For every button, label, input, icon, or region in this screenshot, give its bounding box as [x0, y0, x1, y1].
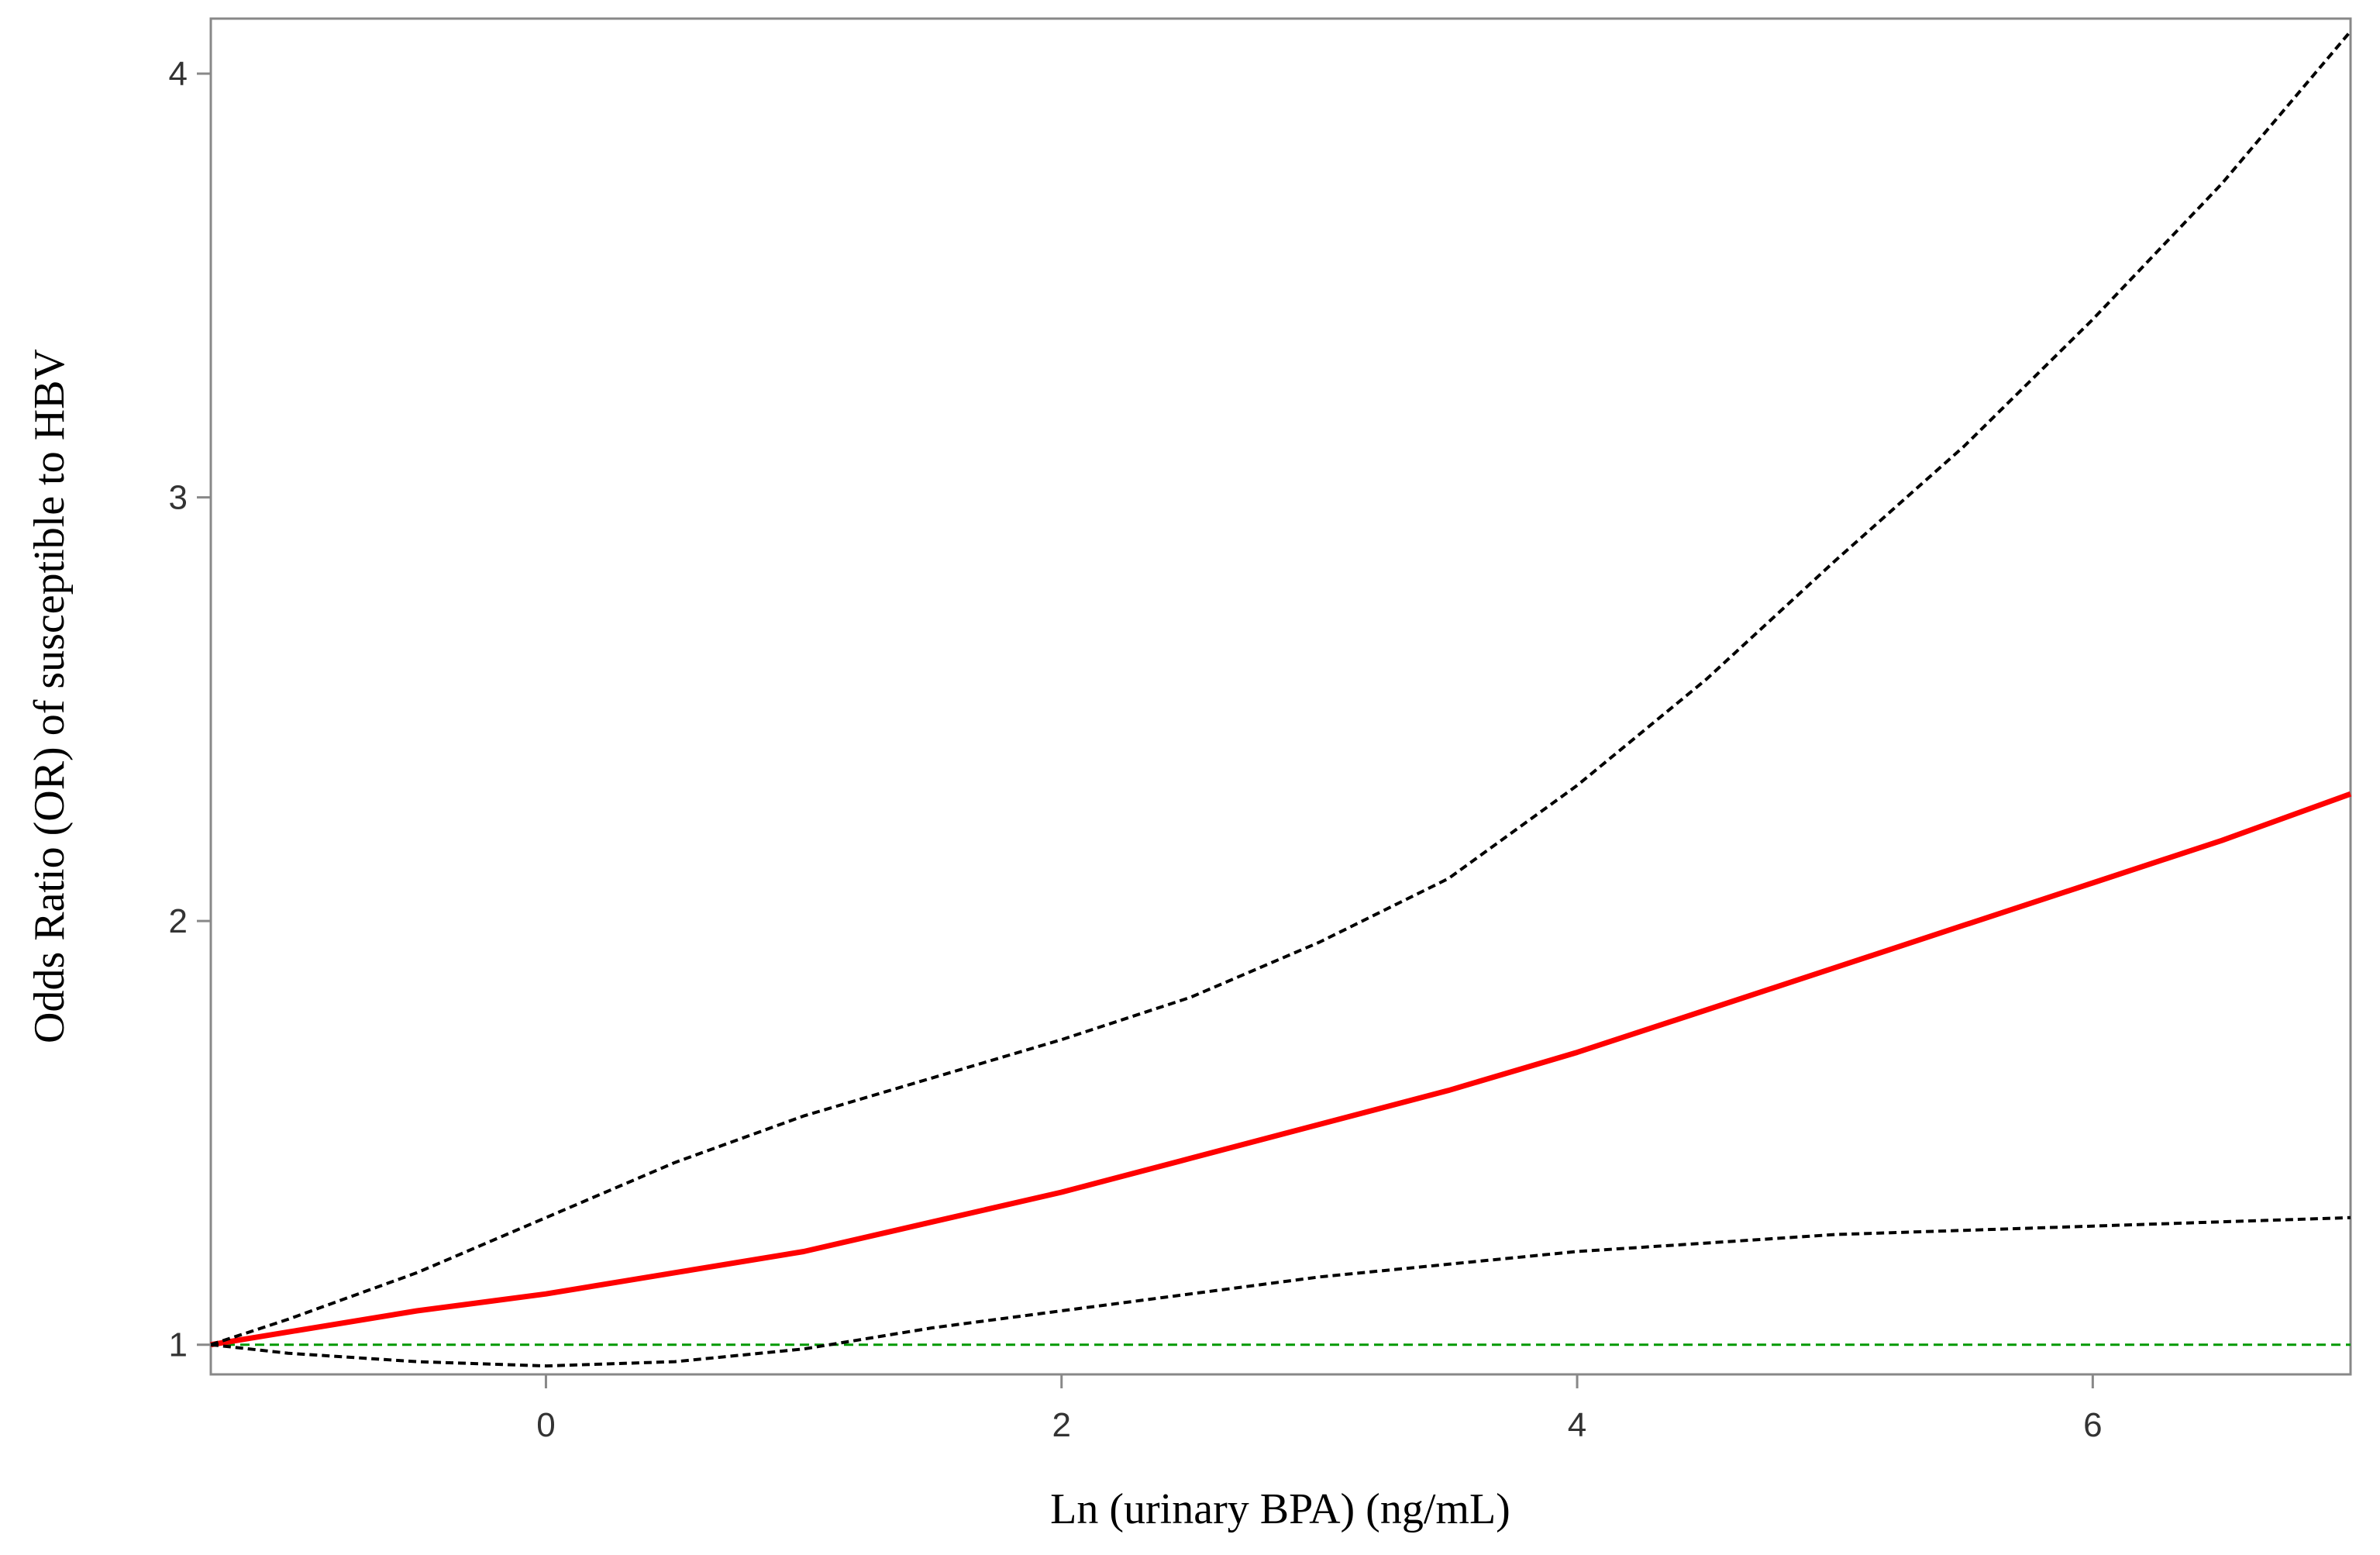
y-axis: 1 2 3 4: [169, 55, 211, 1364]
y-tick-label: 4: [169, 55, 188, 93]
y-tick-label: 1: [169, 1326, 188, 1364]
x-tick-label: 2: [1052, 1406, 1071, 1444]
series-line-lower: [210, 1215, 2351, 1368]
plot-frame: [209, 17, 2352, 1376]
y-axis-title: Odds Ratio (OR) of susceptible to HBV: [26, 349, 74, 1043]
series-line-estimate: [210, 791, 2352, 1348]
x-axis: 0 2 4 6: [536, 1374, 2103, 1444]
series-line-upper: [210, 30, 2352, 1346]
x-tick-label: 6: [2083, 1406, 2102, 1444]
plot-area: [210, 30, 2352, 1368]
y-tick-label: 3: [169, 479, 188, 517]
x-tick-label: 0: [536, 1406, 555, 1444]
x-tick-label: 4: [1568, 1406, 1586, 1444]
x-axis-title: Ln (urinary BPA) (ng/mL): [1050, 1485, 1510, 1533]
y-tick-label: 2: [169, 902, 188, 940]
